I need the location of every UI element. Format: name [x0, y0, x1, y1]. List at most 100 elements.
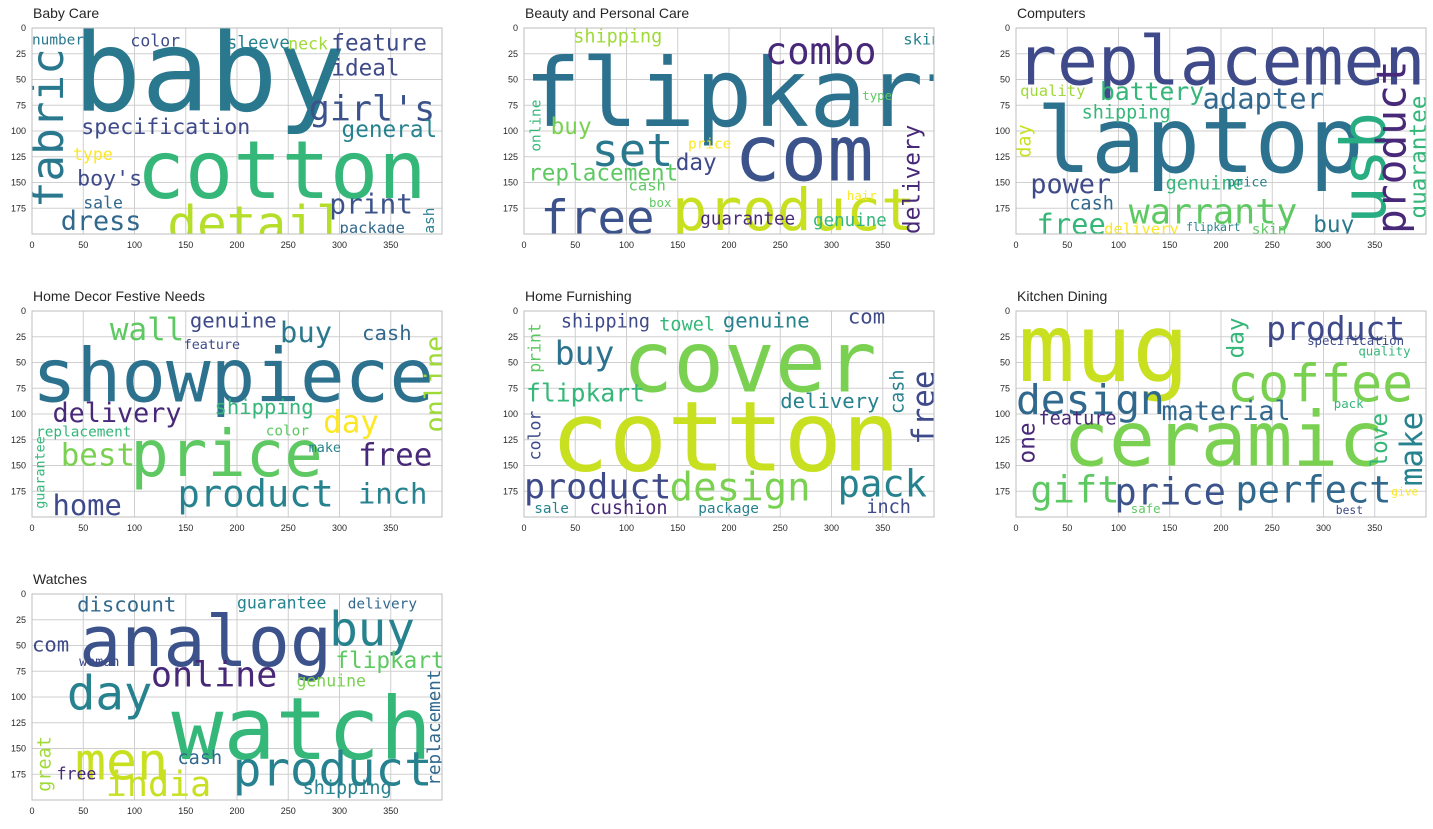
word-free: free — [57, 764, 97, 783]
x-tick-label: 100 — [1111, 240, 1126, 250]
word-buy: buy — [1313, 212, 1354, 238]
word-set: set — [592, 124, 674, 177]
word-replacement: replacement — [1016, 23, 1433, 102]
x-tick-label: 200 — [1213, 523, 1228, 533]
word-color: color — [525, 411, 544, 461]
word-free: free — [1037, 207, 1106, 241]
word-color: color — [130, 32, 180, 51]
y-tick-label: 100 — [11, 409, 26, 419]
panel-title: Watches — [33, 571, 87, 587]
x-tick-label: 300 — [824, 523, 839, 533]
y-tick-label: 100 — [503, 126, 518, 136]
y-tick-label: 0 — [513, 23, 518, 33]
word-boy-s: boy's — [77, 167, 142, 192]
x-tick-label: 250 — [1265, 523, 1280, 533]
y-tick-label: 50 — [16, 75, 26, 85]
x-tick-label: 150 — [178, 240, 193, 250]
word-com: com — [32, 633, 69, 657]
x-tick-label: 100 — [127, 523, 142, 533]
word-neck: neck — [288, 35, 328, 54]
word-give: give — [1391, 485, 1418, 498]
y-tick-label: 125 — [503, 152, 518, 162]
word-design: design — [1016, 376, 1165, 424]
word-cash: cash — [887, 369, 908, 414]
word-material: material — [1162, 396, 1291, 427]
word-online: online — [151, 656, 277, 696]
plot-frame — [31, 310, 443, 518]
word-flipkart: flipkart — [335, 648, 444, 674]
panel-2: Computers replacementlaptopusbproductguar… — [995, 5, 1433, 250]
x-tick-label: 200 — [1213, 240, 1228, 250]
y-tick-label: 0 — [21, 23, 26, 33]
word-cash: cash — [1069, 193, 1114, 214]
y-tick-label: 100 — [995, 126, 1010, 136]
x-tick-label: 100 — [619, 523, 634, 533]
word-delivery: delivery — [900, 125, 926, 234]
word-general: general — [342, 117, 438, 143]
panel-title: Beauty and Personal Care — [525, 5, 689, 21]
y-tick-label: 75 — [508, 100, 518, 110]
x-tick-label: 150 — [670, 523, 685, 533]
word-sale: sale — [534, 501, 569, 517]
y-tick-label: 100 — [995, 409, 1010, 419]
word-make: make — [309, 441, 341, 456]
y-tick-label: 125 — [995, 152, 1010, 162]
y-tick-label: 50 — [508, 358, 518, 368]
y-tick-label: 0 — [21, 589, 26, 599]
panel-title: Home Furnishing — [525, 288, 632, 304]
word-price: price — [130, 418, 322, 492]
word-buy: buy — [329, 603, 415, 658]
word-dress: dress — [61, 206, 142, 237]
panel-1: Beauty and Personal Care flipkartcomprodu… — [503, 5, 940, 250]
word-adapter: adapter — [1203, 81, 1324, 115]
word-skin: skin — [903, 30, 940, 48]
word-pack: pack — [838, 462, 927, 505]
y-tick-label: 50 — [1000, 75, 1010, 85]
y-tick-label: 0 — [513, 306, 518, 316]
y-tick-label: 75 — [16, 100, 26, 110]
word-warranty: warranty — [1129, 193, 1298, 233]
word-one: one — [1014, 422, 1040, 463]
y-tick-label: 100 — [11, 692, 26, 702]
panel-title: Baby Care — [33, 5, 99, 21]
x-tick-label: 100 — [1111, 523, 1126, 533]
word-perfect: perfect — [1235, 469, 1391, 512]
word-cotton: cotton — [137, 123, 427, 217]
x-tick-label: 0 — [521, 240, 526, 250]
word-free: free — [906, 370, 942, 444]
word-mug: mug — [1018, 294, 1189, 404]
y-tick-label: 100 — [503, 409, 518, 419]
word-day: day — [1014, 124, 1035, 157]
x-tick-label: 150 — [178, 806, 193, 816]
word-best: best — [61, 438, 135, 474]
word-baby: baby — [73, 5, 346, 137]
word-cash: cash — [178, 748, 223, 769]
plot-frame — [523, 27, 935, 235]
word-coffee: coffee — [1227, 355, 1413, 415]
y-tick-label: 175 — [11, 486, 26, 496]
y-tick-label: 0 — [21, 306, 26, 316]
y-tick-label: 50 — [16, 358, 26, 368]
y-tick-label: 50 — [508, 75, 518, 85]
word-shipping: shipping — [303, 778, 392, 799]
word-battery: battery — [1100, 77, 1204, 106]
word-shipping: shipping — [561, 311, 650, 332]
y-tick-label: 150 — [11, 178, 26, 188]
x-tick-label: 200 — [229, 806, 244, 816]
word-feature: feature — [184, 338, 240, 353]
x-tick-label: 300 — [332, 806, 347, 816]
word-watch: watch — [171, 680, 431, 780]
word-skin: skin — [1252, 222, 1287, 238]
x-tick-label: 200 — [721, 523, 736, 533]
y-tick-label: 150 — [995, 178, 1010, 188]
y-tick-label: 150 — [503, 178, 518, 188]
y-tick-label: 75 — [16, 383, 26, 393]
